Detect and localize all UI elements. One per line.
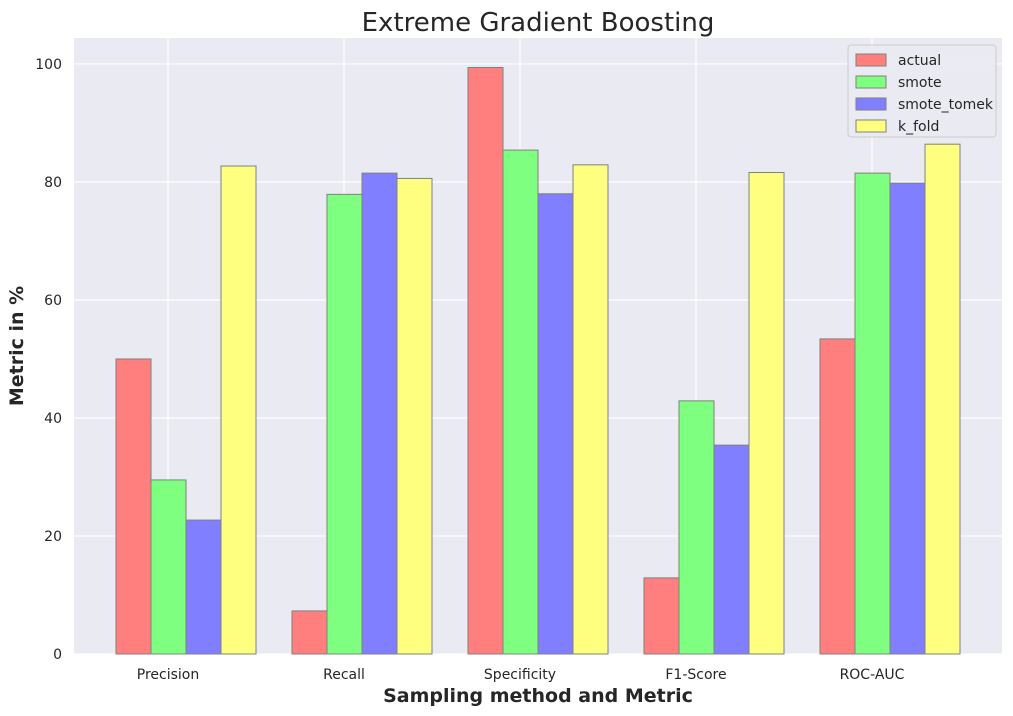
- bar-actual-specificity: [467, 67, 504, 655]
- x-tick-label: F1-Score: [665, 667, 726, 683]
- bar-smote_tomek-specificity: [537, 193, 574, 655]
- bar-k_fold-roc-auc: [924, 143, 961, 655]
- y-tick-label: 100: [35, 57, 62, 73]
- bar-actual-roc-auc: [819, 338, 856, 655]
- x-axis-label: Sampling method and Metric: [383, 685, 693, 707]
- y-tick-label: 0: [53, 647, 62, 663]
- y-tick-label: 20: [44, 529, 62, 545]
- y-axis-label: Metric in %: [6, 286, 28, 406]
- bar-actual-precision: [115, 358, 152, 655]
- bar-smote_tomek-f1-score: [713, 444, 750, 655]
- bar-k_fold-recall: [396, 177, 433, 655]
- legend-swatch-k_fold: [855, 119, 887, 133]
- bar-smote-recall: [326, 193, 363, 655]
- bar-actual-recall: [291, 610, 328, 655]
- legend-label-smote: smote: [898, 75, 942, 91]
- y-tick-label: 40: [44, 411, 62, 427]
- bar-k_fold-specificity: [572, 164, 609, 655]
- bar-smote-precision: [150, 479, 187, 655]
- x-axis-ticks: Precision Recall Specificity F1-Score ROC-AU…: [137, 667, 905, 683]
- bar-smote-roc-auc: [854, 172, 891, 655]
- chart-title: Extreme Gradient Boosting: [362, 8, 715, 38]
- x-tick-label: Precision: [137, 667, 199, 683]
- legend-box: [847, 44, 997, 138]
- bar-actual-f1-score: [643, 577, 680, 655]
- legend-swatch-actual: [855, 53, 887, 67]
- y-tick-label: 80: [44, 175, 62, 191]
- legend-label-k_fold: k_fold: [898, 119, 939, 135]
- legend-swatch-smote_tomek: [855, 97, 887, 111]
- bar-smote_tomek-precision: [185, 519, 222, 655]
- bar-smote-f1-score: [678, 400, 715, 655]
- bars: [115, 67, 961, 655]
- bar-smote-specificity: [502, 149, 539, 655]
- y-axis-ticks: 0 20 40 60 80 100: [35, 57, 62, 663]
- legend: actual smote smote_tomek k_fold: [847, 44, 997, 138]
- legend-label-smote_tomek: smote_tomek: [898, 97, 994, 113]
- bar-k_fold-f1-score: [748, 172, 785, 655]
- bar-k_fold-precision: [220, 165, 257, 655]
- bar-smote_tomek-roc-auc: [889, 182, 926, 655]
- x-tick-label: Specificity: [484, 667, 556, 683]
- y-tick-label: 60: [44, 293, 62, 309]
- legend-swatch-smote: [855, 75, 887, 89]
- bar-smote_tomek-recall: [361, 172, 398, 655]
- legend-label-actual: actual: [898, 53, 941, 69]
- x-tick-label: Recall: [323, 667, 365, 683]
- x-tick-label: ROC-AUC: [840, 667, 905, 683]
